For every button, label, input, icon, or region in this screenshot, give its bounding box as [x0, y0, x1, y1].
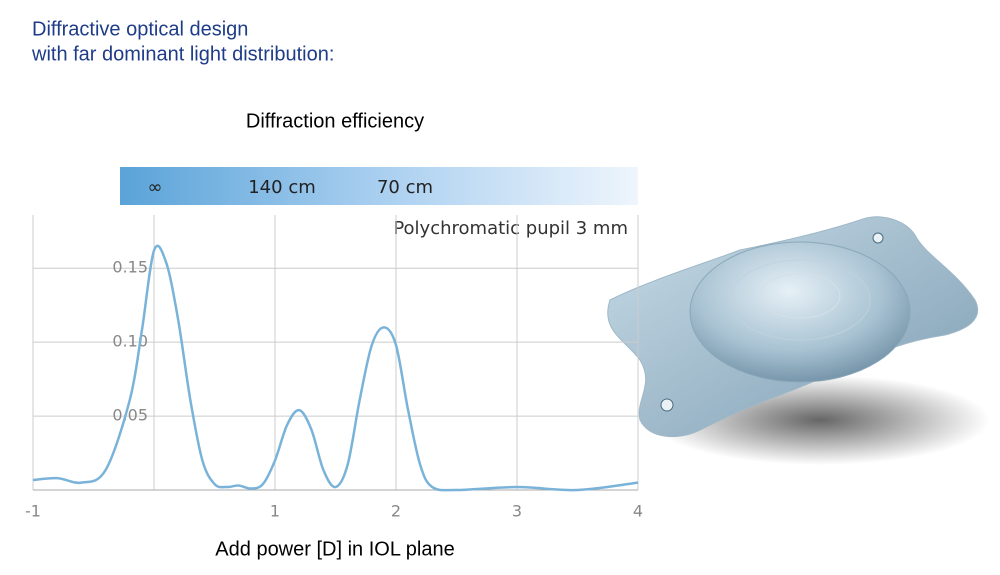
distance-label: ∞ — [148, 177, 163, 198]
distance-label: 70 cm — [377, 177, 433, 198]
lens-image — [607, 216, 990, 465]
x-tick-label: 4 — [633, 502, 643, 521]
lens-hole — [660, 398, 674, 412]
y-tick-label: 0.10 — [112, 332, 148, 351]
lens-ring — [729, 259, 871, 341]
heading-line: Diffractive optical design — [32, 18, 248, 40]
distance-label: 140 cm — [248, 177, 316, 198]
x-tick-label: 1 — [270, 502, 280, 521]
chart-title: Diffraction efficiency — [246, 110, 424, 132]
heading-line: with far dominant light distribution: — [31, 43, 334, 65]
distance-band — [120, 167, 638, 205]
x-axis-label: Add power [D] in IOL plane — [215, 538, 454, 560]
lens-ring — [759, 273, 841, 319]
x-tick-label: 3 — [512, 502, 522, 521]
efficiency-curve — [32, 244, 639, 492]
x-tick-label: -1 — [25, 502, 41, 521]
lens-optic — [689, 241, 911, 383]
annotation: Polychromatic pupil 3 mm — [393, 218, 628, 239]
y-tick-label: 0.15 — [112, 258, 148, 277]
y-tick-label: 0.05 — [112, 406, 148, 425]
lens-hole — [872, 232, 884, 244]
x-tick-label: 2 — [391, 502, 401, 521]
